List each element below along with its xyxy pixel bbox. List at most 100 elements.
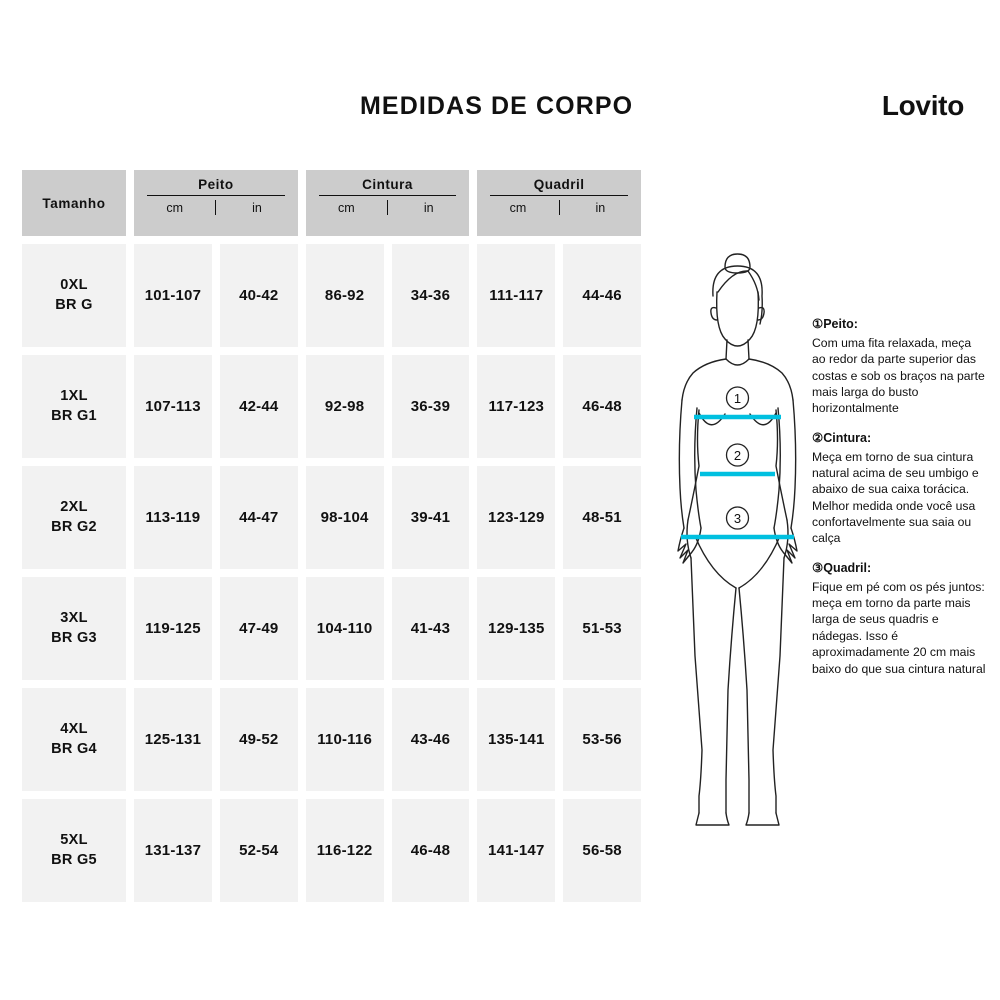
cell-peito-in: 52-54 [219,799,298,902]
group-units-quadril: cm in [477,198,641,215]
torso-right-outline [748,358,794,401]
cell-peito-cm: 113-119 [134,466,212,569]
instruction-block-quadril: ③Quadril: Fique em pé com os pés juntos:… [812,560,988,677]
size-primary: 5XL [60,832,88,849]
svg-text:2: 2 [734,448,741,463]
foot-right [745,812,780,826]
cell-size: 0XL BR G [22,244,126,347]
table-header-row: Tamanho Peito cm in Cintura cm in Quadri… [22,170,642,236]
hand-right [773,527,798,564]
size-chart-table: Tamanho Peito cm in Cintura cm in Quadri… [22,170,642,910]
size-primary: 1XL [60,388,88,405]
size-primary: 2XL [60,499,88,516]
group-units-cintura: cm in [306,198,470,215]
cell-group-quadril: 117-123 46-48 [477,355,642,458]
body-measurement-figure: 1 2 3 [655,240,820,830]
measurement-instructions: ①Peito: Com uma fita relaxada, meça ao r… [812,316,988,690]
page-title: MEDIDAS DE CORPO [360,92,634,120]
cell-peito-cm: 125-131 [134,688,212,791]
size-br: BR G1 [51,407,97,424]
cell-quadril-in: 46-48 [563,355,642,458]
instruction-text-quadril: Fique em pé com os pés juntos: meça em t… [812,579,986,676]
cell-peito-cm: 119-125 [134,577,212,680]
cell-peito-cm: 107-113 [134,355,212,458]
cell-cintura-in: 41-43 [391,577,470,680]
leg-right-outer [772,557,785,814]
table-row: 1XL BR G1 107-113 42-44 92-98 36-39 117-… [22,355,642,458]
table-row: 2XL BR G2 113-119 44-47 98-104 39-41 123… [22,466,642,569]
cell-size: 2XL BR G2 [22,466,126,569]
cell-cintura-in: 36-39 [391,355,470,458]
cell-group-cintura: 98-104 39-41 [305,466,470,569]
instruction-title-quadril: ③Quadril: [812,560,988,575]
hip-left-outline [686,519,692,559]
cell-group-peito: 107-113 42-44 [134,355,298,458]
column-header-tamanho: Tamanho [22,170,126,236]
neck-shape [725,339,728,360]
cell-peito-in: 40-42 [219,244,298,347]
instruction-label-peito: Peito: [823,317,858,331]
cell-group-cintura: 104-110 41-43 [305,577,470,680]
table-row: 3XL BR G3 119-125 47-49 104-110 41-43 12… [22,577,642,680]
cell-quadril-cm: 117-123 [477,355,556,458]
cell-quadril-in: 48-51 [563,466,642,569]
instruction-block-peito: ①Peito: Com uma fita relaxada, meça ao r… [812,316,988,417]
size-br: BR G4 [51,740,97,757]
ear-left [710,306,718,321]
hair-sweep [717,270,760,301]
column-header-group-cintura: Cintura cm in [305,170,470,236]
instruction-label-quadril: Quadril: [823,560,872,575]
figure-marker-3: 3 [725,506,750,530]
instruction-block-cintura: ②Cintura: Meça em torno de sua cintura n… [812,430,988,547]
cell-quadril-in: 44-46 [563,244,642,347]
cell-size: 4XL BR G4 [22,688,126,791]
waist-right-outline [775,409,788,521]
cell-group-cintura: 110-116 43-46 [305,688,470,791]
arm-right-outer [790,399,797,529]
arm-left-outer [678,399,685,529]
svg-text:1: 1 [734,391,741,406]
group-units-peito: cm in [134,198,298,215]
cell-quadril-cm: 141-147 [477,799,556,902]
ear-right [757,306,765,321]
group-title-peito: Peito [198,177,234,192]
cell-quadril-in: 51-53 [563,577,642,680]
cell-cintura-cm: 92-98 [305,355,384,458]
unit-cintura-in: in [423,200,434,215]
leg-left-outer [690,557,703,814]
unit-quadril-in: in [595,200,606,215]
neck-shape-right [747,339,750,360]
arm-left-inner [694,407,702,529]
cell-group-peito: 101-107 40-42 [134,244,298,347]
cell-size: 5XL BR G5 [22,799,126,902]
waist-left-outline [687,409,700,521]
cell-size: 1XL BR G1 [22,355,126,458]
hair-bun-shape [724,253,751,274]
cell-group-quadril: 111-117 44-46 [477,244,642,347]
size-primary: 0XL [60,277,88,294]
instruction-label-cintura: Cintura: [823,430,872,445]
cell-peito-in: 49-52 [219,688,298,791]
cell-quadril-in: 56-58 [563,799,642,902]
cell-cintura-in: 39-41 [391,466,470,569]
cell-group-peito: 131-137 52-54 [134,799,298,902]
cell-group-quadril: 135-141 53-56 [477,688,642,791]
hip-right-outline [783,519,789,559]
size-primary: 4XL [60,721,88,738]
arm-right-inner [773,407,781,529]
cell-quadril-cm: 123-129 [477,466,556,569]
group-rule [318,195,457,196]
figure-marker-1: 1 [725,386,750,410]
unit-divider [387,200,389,215]
cell-peito-cm: 101-107 [134,244,212,347]
hand-left [677,527,702,564]
cell-peito-cm: 131-137 [134,799,212,902]
cell-cintura-cm: 98-104 [305,466,384,569]
group-title-cintura: Cintura [362,177,413,192]
instruction-marker-3: ③ [812,560,824,575]
cell-group-peito: 119-125 47-49 [134,577,298,680]
cell-group-peito: 113-119 44-47 [134,466,298,569]
size-br: BR G5 [51,851,97,868]
table-row: 0XL BR G 101-107 40-42 86-92 34-36 111-1… [22,244,642,347]
cell-group-cintura: 86-92 34-36 [305,244,470,347]
